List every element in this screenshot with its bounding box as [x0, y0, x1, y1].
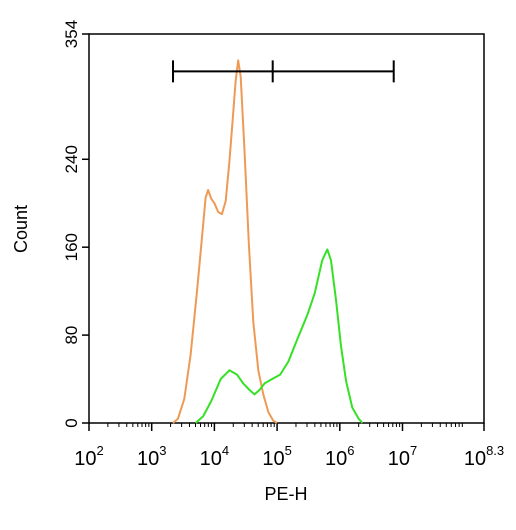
x-tick-label: 106 — [325, 443, 354, 470]
x-tick-label: 103 — [137, 443, 166, 470]
y-tick-text: 240 — [62, 145, 81, 173]
x-tick-text: 104 — [200, 443, 229, 470]
x-tick-text: 106 — [325, 443, 354, 470]
y-axis-ticks: 0 80 160 240 354 — [62, 20, 89, 428]
y-tick-label: 0 — [62, 418, 81, 427]
y-tick-label: 160 — [62, 233, 81, 261]
x-tick-text: 102 — [74, 443, 103, 470]
y-axis-label: Count — [11, 205, 31, 253]
x-tick-label: 105 — [262, 443, 291, 470]
y-tick-text: 80 — [62, 326, 81, 345]
y-tick-label: 240 — [62, 145, 81, 173]
y-tick-text: 0 — [62, 418, 81, 427]
y-tick-label: 354 — [62, 20, 81, 48]
series-group — [172, 59, 364, 424]
x-tick-text: 105 — [262, 443, 291, 470]
x-tick-text: 107 — [388, 443, 417, 470]
x-tick-text: 108.3 — [464, 443, 504, 470]
x-tick-label: 108.3 — [464, 443, 504, 470]
x-tick-label: 104 — [200, 443, 229, 470]
x-axis-ticks: 102 103 104 105 106 107 108.3 — [74, 423, 504, 470]
y-tick-text: 354 — [62, 20, 81, 48]
x-axis-label: PE-H — [264, 484, 307, 504]
y-tick-label: 80 — [62, 326, 81, 345]
x-tick-label: 107 — [388, 443, 417, 470]
y-tick-text: 160 — [62, 233, 81, 261]
x-tick-text: 103 — [137, 443, 166, 470]
x-tick-label: 102 — [74, 443, 103, 470]
histogram-series-2 — [194, 248, 364, 424]
plot-frame — [88, 33, 485, 424]
gate-marker — [172, 60, 395, 83]
histogram-series-1 — [172, 59, 278, 424]
